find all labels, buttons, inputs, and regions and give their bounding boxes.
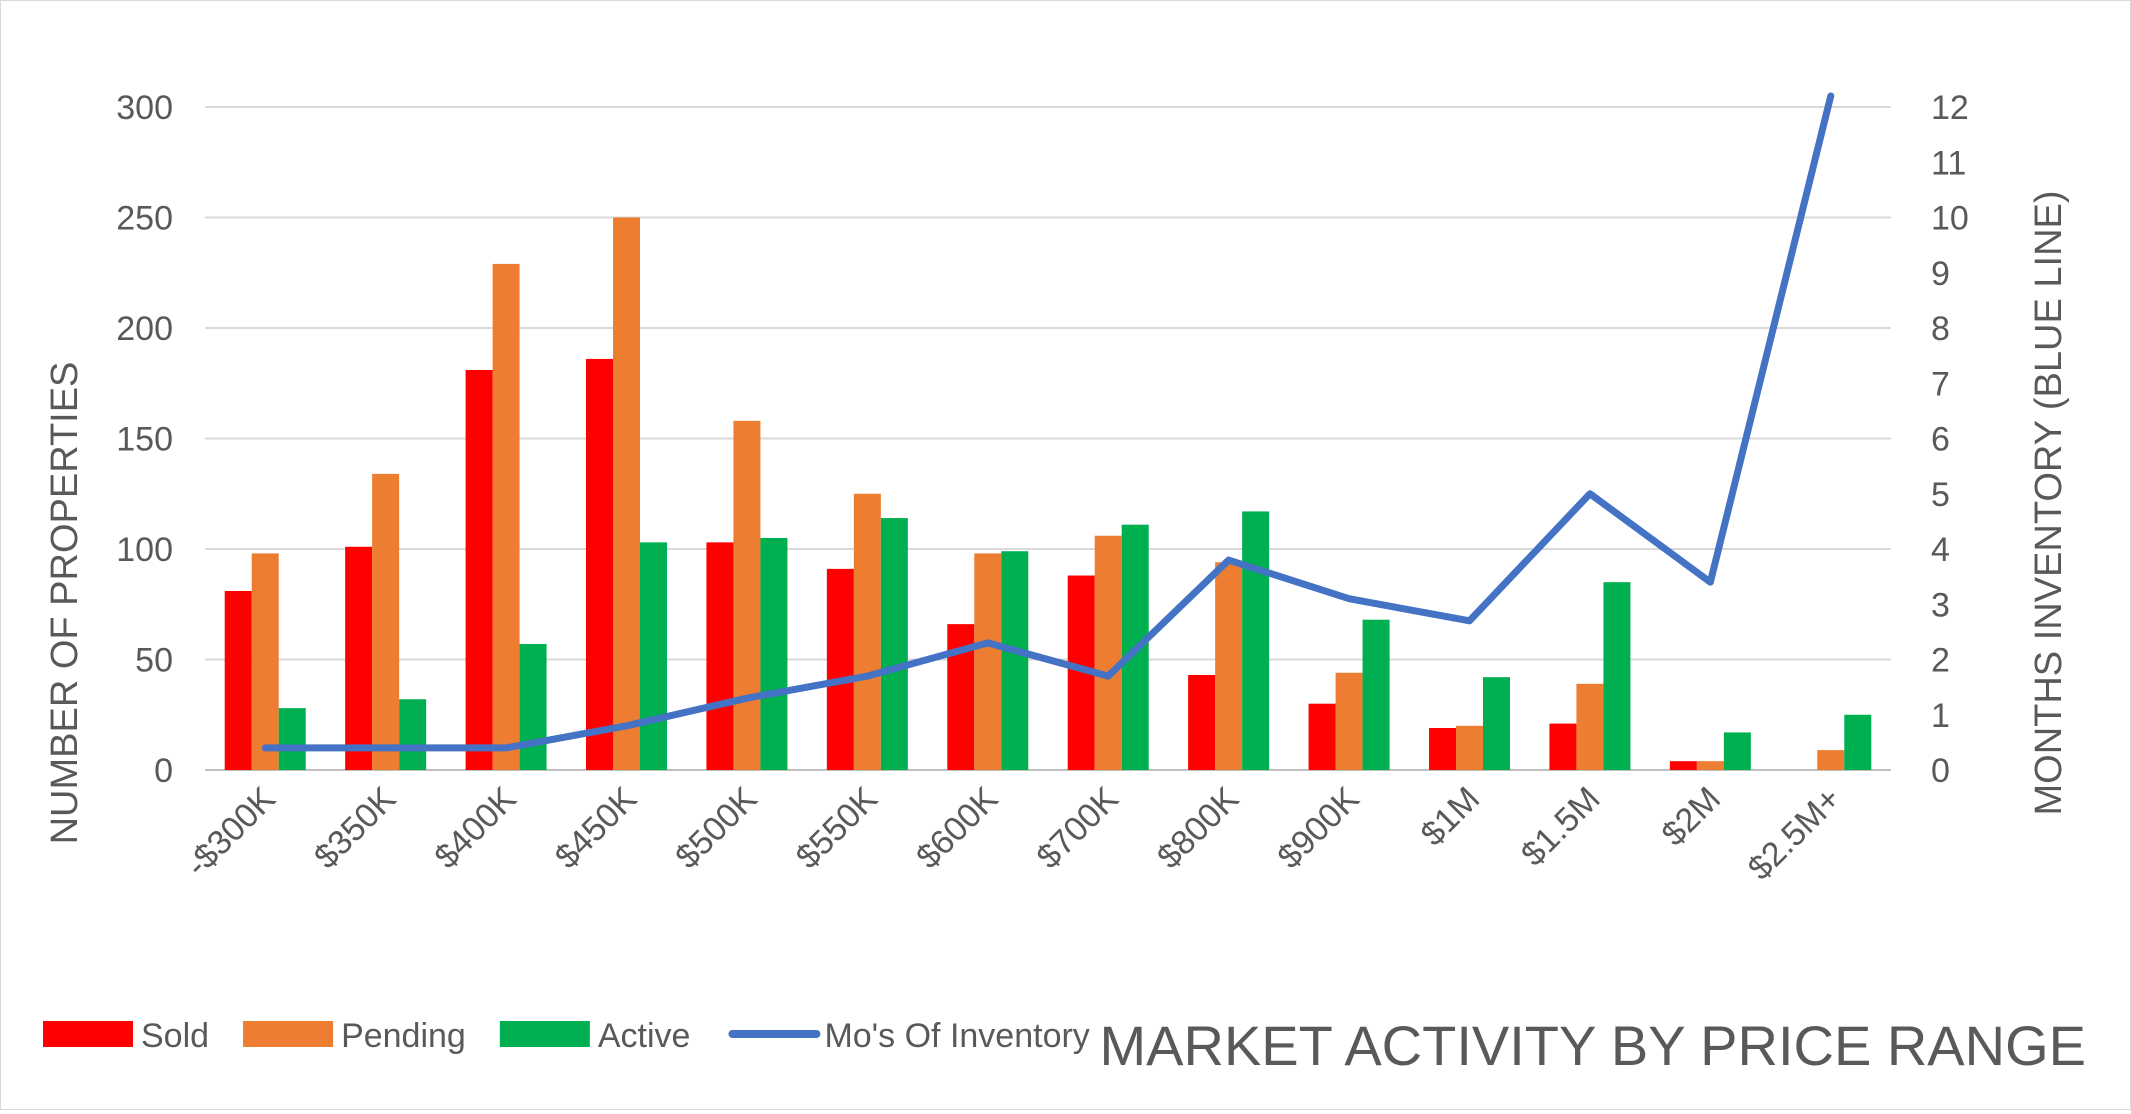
chart-title: MARKET ACTIVITY BY PRICE RANGE — [1100, 1014, 2086, 1077]
x-tick-label: $900K — [1270, 780, 1367, 877]
bar-active — [1483, 677, 1510, 770]
y-tick-label: 100 — [116, 531, 173, 569]
bar-active — [520, 644, 547, 770]
bar-pending — [252, 553, 279, 770]
bar-pending — [1215, 562, 1242, 770]
bar-sold — [466, 370, 493, 770]
bar-sold — [1670, 761, 1697, 770]
legend-label-mo-s-of-inventory: Mo's Of Inventory — [824, 1017, 1089, 1055]
y-tick-label: 0 — [154, 752, 173, 790]
bar-active — [279, 708, 306, 770]
y-axis-label: NUMBER OF PROPERTIES — [44, 362, 86, 845]
y2-tick-label: 6 — [1931, 421, 1950, 459]
legend-label-sold: Sold — [141, 1017, 209, 1055]
x-tick-label: $700K — [1029, 780, 1126, 877]
x-tick-label: $450K — [548, 780, 645, 877]
legend: Sold Pending Active Mo's Of Inventory — [43, 1017, 1090, 1055]
x-tick-label: $2.5M+ — [1741, 780, 1849, 888]
legend-label-pending: Pending — [341, 1017, 466, 1055]
y2-tick-label: 4 — [1931, 531, 1950, 569]
y2-axis-label: MONTHS INVENTORY (BLUE LINE) — [2028, 190, 2070, 815]
bar-sold — [225, 591, 252, 770]
y-tick-label: 250 — [116, 200, 173, 238]
bar-pending — [372, 474, 399, 770]
bar-active — [1363, 620, 1390, 770]
y2-tick-label: 2 — [1931, 642, 1950, 680]
y2-tick-label: 1 — [1931, 697, 1950, 735]
y-tick-label: 200 — [116, 310, 173, 348]
bar-sold — [345, 547, 372, 770]
bar-pending — [1336, 673, 1363, 770]
x-tick-label: $1M — [1414, 780, 1488, 854]
y2-tick-label: 7 — [1931, 365, 1950, 403]
x-tick-label: $2M — [1654, 780, 1728, 854]
bar-active — [1001, 551, 1028, 770]
bar-sold — [1309, 704, 1336, 770]
bar-sold — [1429, 728, 1456, 770]
bar-active — [399, 699, 426, 770]
bar-active — [640, 542, 667, 770]
bar-pending — [854, 494, 881, 770]
y2-tick-label: 3 — [1931, 586, 1950, 624]
y2-tick-label: 10 — [1931, 200, 1969, 238]
x-tick-label: $500K — [668, 780, 765, 877]
bar-sold — [827, 569, 854, 770]
y2-tick-label: 0 — [1931, 752, 1950, 790]
bar-active — [760, 538, 787, 770]
bar-pending — [1456, 726, 1483, 770]
bar-active — [1242, 511, 1269, 770]
x-tick-label: -$300K — [178, 780, 283, 885]
bar-sold — [706, 542, 733, 770]
bar-pending — [1697, 761, 1724, 770]
bar-active — [1724, 732, 1751, 770]
y2-tick-label: 9 — [1931, 255, 1950, 293]
gridlines — [205, 107, 1891, 770]
bars — [225, 218, 1872, 771]
y2-tick-label: 12 — [1931, 89, 1969, 127]
bar-sold — [1549, 724, 1576, 770]
y-tick-label: 150 — [116, 421, 173, 459]
legend-swatch-sold — [43, 1021, 133, 1047]
bar-sold — [1188, 675, 1215, 770]
y-tick-label: 50 — [135, 642, 173, 680]
x-tick-label: $350K — [307, 780, 404, 877]
bar-pending — [1576, 684, 1603, 770]
bar-pending — [613, 218, 640, 771]
legend-label-active: Active — [598, 1017, 691, 1055]
y2-tick-label: 5 — [1931, 476, 1950, 514]
bar-active — [881, 518, 908, 770]
x-tick-label: $550K — [789, 780, 886, 877]
bar-pending — [733, 421, 760, 770]
y-tick-label: 300 — [116, 89, 173, 127]
bar-pending — [1095, 536, 1122, 770]
bar-pending — [974, 553, 1001, 770]
y2-tick-label: 11 — [1931, 144, 1966, 182]
y2-tick-label: 8 — [1931, 310, 1950, 348]
legend-swatch-pending — [243, 1021, 333, 1047]
x-tick-label: $800K — [1150, 780, 1247, 877]
x-tick-label: $600K — [909, 780, 1006, 877]
legend-swatch-active — [500, 1021, 590, 1047]
x-tick-label: $400K — [427, 780, 524, 877]
bar-pending — [1817, 750, 1844, 770]
bar-sold — [586, 359, 613, 770]
x-tick-label: $1.5M — [1514, 780, 1608, 874]
bar-pending — [493, 264, 520, 770]
bar-active — [1603, 582, 1630, 770]
bar-active — [1844, 715, 1871, 770]
